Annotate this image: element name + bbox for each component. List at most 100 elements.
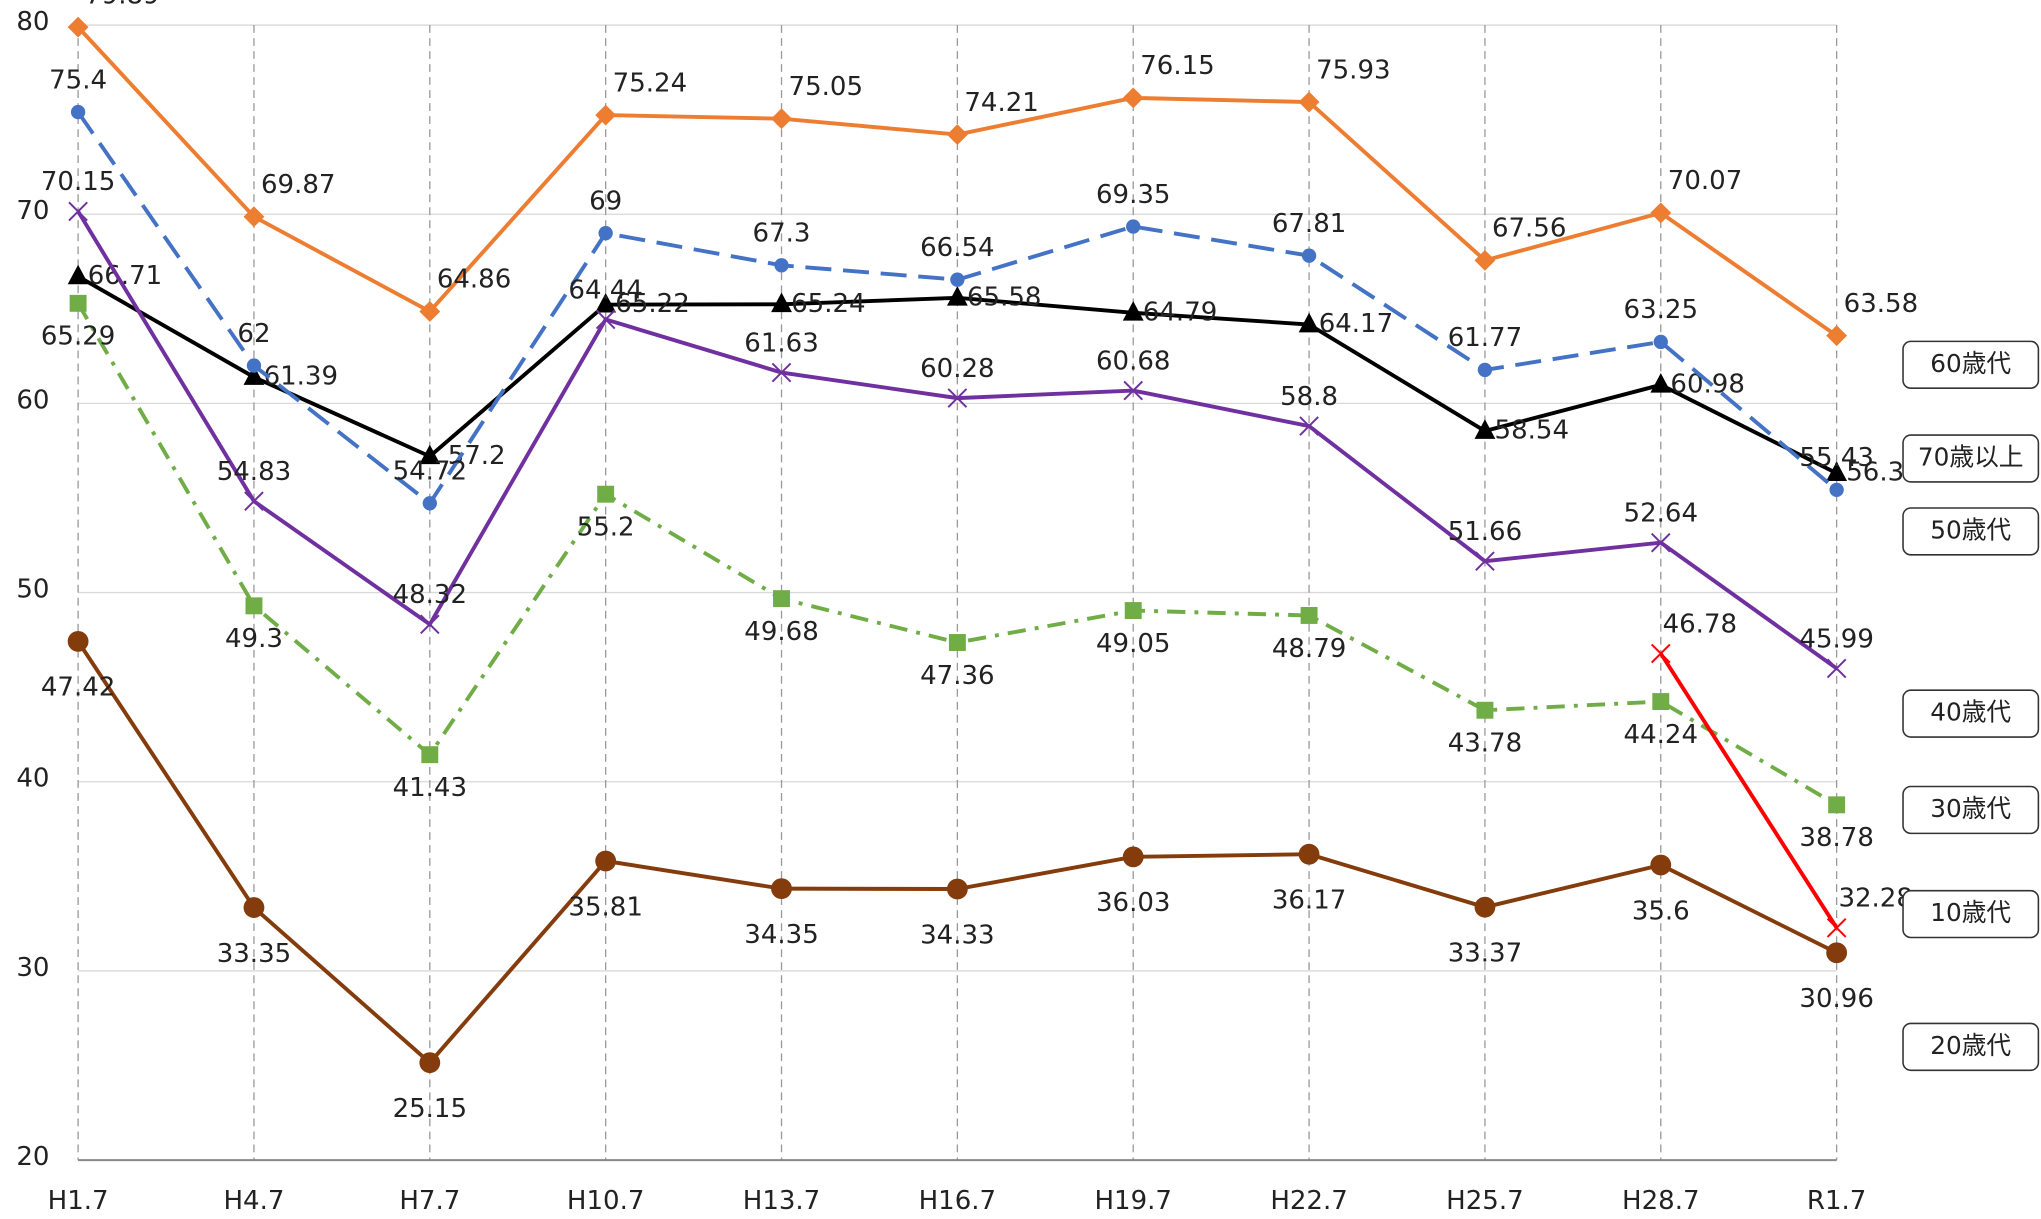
data-label: 57.2 <box>448 441 506 471</box>
data-label: 65.29 <box>41 322 115 352</box>
legend-box <box>1902 1022 2040 1072</box>
data-label: 60.28 <box>920 354 994 384</box>
data-label: 33.37 <box>1448 939 1522 969</box>
marker <box>1298 312 1320 333</box>
data-label: 45.99 <box>1799 624 1873 654</box>
marker <box>1826 658 1847 679</box>
marker <box>773 590 790 608</box>
data-label: 75.4 <box>49 65 107 95</box>
marker <box>1126 219 1141 234</box>
marker <box>598 225 613 241</box>
marker <box>419 1052 441 1074</box>
marker <box>67 264 89 285</box>
marker <box>771 362 792 383</box>
series-line <box>1659 652 1839 929</box>
series: 65.29 49.3 41.43 55.2 49.68 47.36 49.05 48.79 43… <box>41 294 1874 853</box>
data-label: 70.15 <box>41 167 115 197</box>
data-label: 41.43 <box>393 773 467 803</box>
x-tick-label: H4.7 <box>223 1186 284 1216</box>
marker <box>595 850 617 872</box>
marker <box>1122 87 1144 109</box>
data-label: 49.05 <box>1096 629 1170 659</box>
marker <box>420 614 440 635</box>
legend-box <box>1902 340 2040 389</box>
marker <box>1476 701 1494 719</box>
marker <box>1122 301 1144 321</box>
legend-box <box>1902 689 2040 738</box>
data-label: 55.43 <box>1799 443 1873 473</box>
legend-box <box>1902 785 2040 835</box>
marker <box>419 301 441 322</box>
marker <box>243 365 265 385</box>
data-label: 58.54 <box>1495 416 1569 446</box>
data-label: 30.96 <box>1799 984 1873 1014</box>
marker <box>1650 854 1672 876</box>
marker <box>1122 846 1144 868</box>
data-label: 54.72 <box>393 457 467 487</box>
marker <box>1301 248 1317 263</box>
data-label: 36.03 <box>1096 888 1170 918</box>
legend-box <box>1902 434 2040 483</box>
data-label: 63.58 <box>1844 289 1918 319</box>
data-label: 61.77 <box>1448 323 1522 353</box>
data-label: 75.93 <box>1316 55 1390 85</box>
marker <box>597 485 615 503</box>
data-label: 32.28 <box>1838 884 1912 914</box>
x-tick-label: H16.7 <box>919 1186 997 1216</box>
marker <box>422 496 437 511</box>
data-label: 52.64 <box>1624 498 1698 528</box>
series: 46.78 32.28 <box>1650 609 1913 938</box>
marker <box>950 272 965 287</box>
data-label: 46.78 <box>1663 609 1737 639</box>
marker <box>1298 843 1320 865</box>
data-label: 60.98 <box>1670 369 1744 399</box>
data-label: 75.05 <box>789 72 863 102</box>
data-label: 79.89 <box>85 0 159 10</box>
marker <box>1650 643 1671 664</box>
data-label: 67.81 <box>1272 209 1346 239</box>
marker <box>1826 942 1848 964</box>
marker <box>1650 202 1672 224</box>
legend-label: 20歳代 <box>1930 1031 2011 1060</box>
data-label: 63.25 <box>1624 295 1698 325</box>
data-label: 69 <box>589 186 622 216</box>
data-label: 34.33 <box>920 920 994 950</box>
x-tick-label: H10.7 <box>567 1186 644 1216</box>
data-label: 69.87 <box>261 170 335 200</box>
data-label: 66.54 <box>920 233 994 263</box>
marker <box>948 634 966 651</box>
marker <box>246 358 262 373</box>
legend-box <box>1902 889 2040 939</box>
x-tick-label: H25.7 <box>1446 1186 1524 1216</box>
legend-label: 10歳代 <box>1930 898 2011 927</box>
marker <box>1474 419 1496 439</box>
data-label: 69.35 <box>1096 180 1170 210</box>
y-tick-label: 70 <box>16 196 49 226</box>
marker <box>244 491 264 512</box>
marker <box>1474 896 1496 918</box>
marker <box>1828 796 1846 814</box>
data-label: 65.22 <box>615 289 689 319</box>
marker <box>946 286 968 306</box>
y-tick-label: 40 <box>16 764 49 794</box>
marker <box>69 294 87 312</box>
data-label: 65.24 <box>791 289 865 319</box>
marker <box>1650 373 1672 393</box>
marker <box>1299 416 1319 436</box>
y-tick-label: 80 <box>16 7 49 37</box>
series: 75.4 62 54.72 69 67.3 66.54 69.35 67.81 61.77 63.… <box>49 65 1874 511</box>
marker <box>1298 91 1320 113</box>
marker <box>67 630 89 652</box>
data-label: 64.44 <box>568 275 642 305</box>
data-label: 25.15 <box>393 1094 467 1124</box>
y-tick-label: 20 <box>16 1142 49 1172</box>
data-label: 70.07 <box>1668 166 1742 196</box>
data-label: 55.2 <box>577 513 635 543</box>
data-label: 35.81 <box>568 892 642 922</box>
data-label: 75.24 <box>613 68 687 98</box>
x-tick-label: H13.7 <box>743 1186 820 1216</box>
data-label: 67.56 <box>1492 214 1566 244</box>
marker <box>595 309 616 330</box>
data-label: 47.42 <box>41 673 115 703</box>
